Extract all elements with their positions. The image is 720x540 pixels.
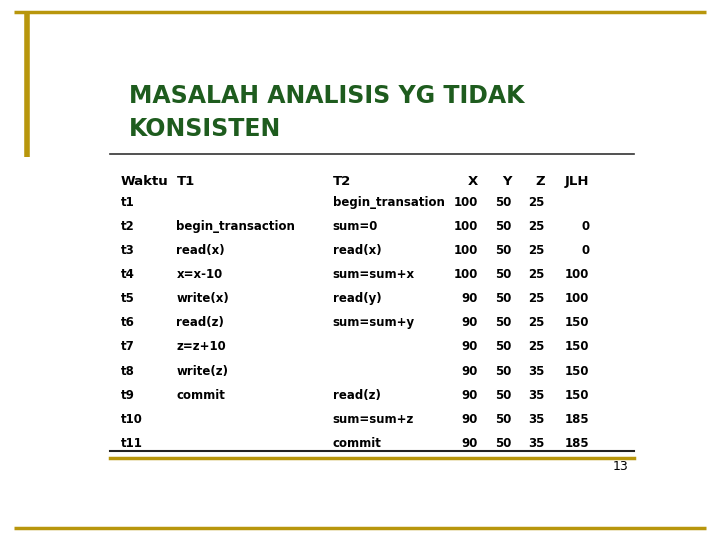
Text: 100: 100 <box>565 268 590 281</box>
Text: t7: t7 <box>121 341 135 354</box>
Text: sum=sum+x: sum=sum+x <box>333 268 415 281</box>
Text: T1: T1 <box>176 175 194 188</box>
Text: MASALAH ANALISIS YG TIDAK: MASALAH ANALISIS YG TIDAK <box>129 84 525 107</box>
Text: 35: 35 <box>528 364 545 377</box>
Text: t4: t4 <box>121 268 135 281</box>
Text: 100: 100 <box>454 220 478 233</box>
Text: read(x): read(x) <box>333 244 382 257</box>
Text: t9: t9 <box>121 389 135 402</box>
Text: read(y): read(y) <box>333 292 382 305</box>
Text: 35: 35 <box>528 437 545 450</box>
Text: 50: 50 <box>495 364 511 377</box>
Text: 13: 13 <box>613 460 629 473</box>
Text: t2: t2 <box>121 220 135 233</box>
Text: t1: t1 <box>121 196 135 209</box>
Text: 90: 90 <box>462 389 478 402</box>
Text: 0: 0 <box>581 220 590 233</box>
Text: 35: 35 <box>528 413 545 426</box>
Text: 50: 50 <box>495 341 511 354</box>
Text: commit: commit <box>333 437 382 450</box>
Text: sum=sum+y: sum=sum+y <box>333 316 415 329</box>
Text: begin_transaction: begin_transaction <box>176 220 295 233</box>
Text: sum=0: sum=0 <box>333 220 378 233</box>
Text: X: X <box>467 175 478 188</box>
Text: 90: 90 <box>462 364 478 377</box>
Text: 50: 50 <box>495 220 511 233</box>
Text: 50: 50 <box>495 292 511 305</box>
Text: Y: Y <box>502 175 511 188</box>
Text: 150: 150 <box>565 341 590 354</box>
Text: x=x-10: x=x-10 <box>176 268 222 281</box>
Text: 25: 25 <box>528 292 545 305</box>
Text: 50: 50 <box>495 196 511 209</box>
Text: KONSISTEN: KONSISTEN <box>129 117 282 141</box>
Text: 25: 25 <box>528 316 545 329</box>
Text: t8: t8 <box>121 364 135 377</box>
Text: 0: 0 <box>581 244 590 257</box>
Text: z=z+10: z=z+10 <box>176 341 226 354</box>
Text: sum=sum+z: sum=sum+z <box>333 413 414 426</box>
Text: read(z): read(z) <box>176 316 225 329</box>
Text: 90: 90 <box>462 292 478 305</box>
Text: 50: 50 <box>495 244 511 257</box>
Text: 150: 150 <box>565 389 590 402</box>
Text: t10: t10 <box>121 413 143 426</box>
Text: t3: t3 <box>121 244 135 257</box>
Text: Z: Z <box>535 175 545 188</box>
Text: 50: 50 <box>495 316 511 329</box>
Text: 25: 25 <box>528 196 545 209</box>
Text: 185: 185 <box>564 437 590 450</box>
Text: 50: 50 <box>495 268 511 281</box>
Text: 25: 25 <box>528 268 545 281</box>
Text: write(x): write(x) <box>176 292 229 305</box>
Text: JLH: JLH <box>565 175 590 188</box>
Text: 150: 150 <box>565 316 590 329</box>
Text: 50: 50 <box>495 389 511 402</box>
Text: read(z): read(z) <box>333 389 381 402</box>
Text: commit: commit <box>176 389 225 402</box>
Text: 90: 90 <box>462 437 478 450</box>
Text: Waktu: Waktu <box>121 175 168 188</box>
Text: read(x): read(x) <box>176 244 225 257</box>
Text: 50: 50 <box>495 413 511 426</box>
Text: 185: 185 <box>564 413 590 426</box>
Text: 100: 100 <box>454 244 478 257</box>
Text: 90: 90 <box>462 341 478 354</box>
Text: 35: 35 <box>528 389 545 402</box>
Text: write(z): write(z) <box>176 364 228 377</box>
Text: t11: t11 <box>121 437 143 450</box>
Text: 100: 100 <box>565 292 590 305</box>
Text: t6: t6 <box>121 316 135 329</box>
Text: 90: 90 <box>462 316 478 329</box>
Text: 25: 25 <box>528 244 545 257</box>
Text: 25: 25 <box>528 220 545 233</box>
Text: begin_transation: begin_transation <box>333 196 445 209</box>
Text: 100: 100 <box>454 268 478 281</box>
Text: 90: 90 <box>462 413 478 426</box>
Text: 100: 100 <box>454 196 478 209</box>
Text: 50: 50 <box>495 437 511 450</box>
Text: t5: t5 <box>121 292 135 305</box>
Text: T2: T2 <box>333 175 351 188</box>
Text: 150: 150 <box>565 364 590 377</box>
Text: 25: 25 <box>528 341 545 354</box>
